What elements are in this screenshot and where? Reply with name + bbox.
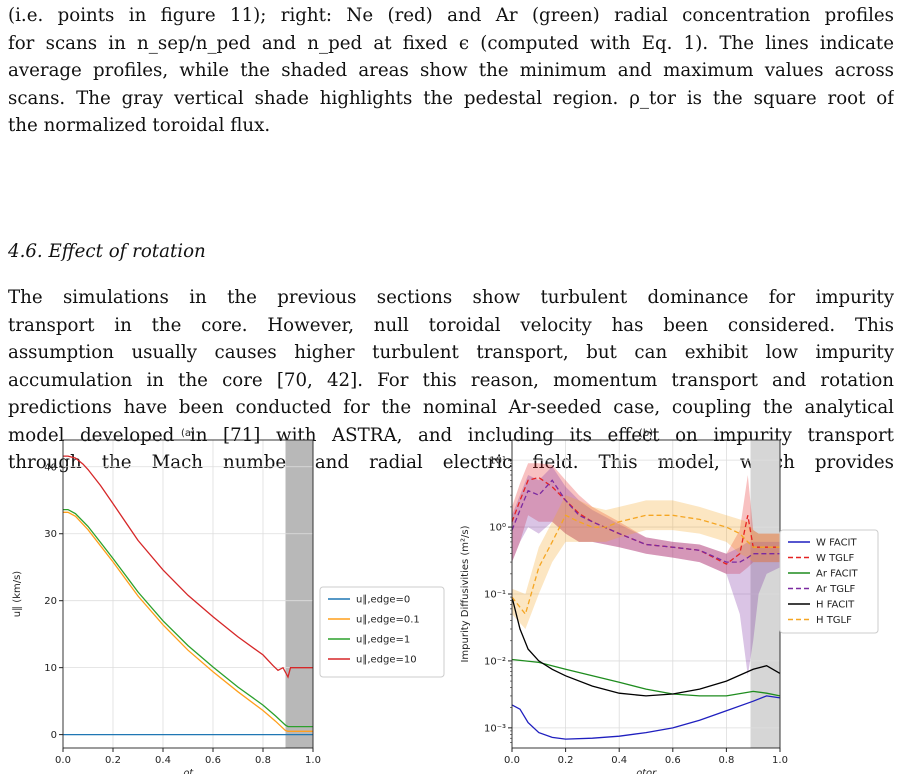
- tick-label-y: 10: [44, 663, 57, 674]
- tick-label-y: 0: [51, 730, 57, 741]
- series-line-1: [63, 511, 313, 732]
- legend-label: W FACIT: [816, 538, 857, 549]
- legend-label: W TGLF: [816, 553, 854, 564]
- chart-title: (a): [181, 428, 195, 439]
- tick-label-x: 0.6: [205, 755, 221, 766]
- chart-b: 0.0 0.2 0.4 0.6 0.8 1.0 10⁻³ 10⁻² 10⁻¹ 10⁰ 10¹ (b) ρ…: [460, 428, 879, 774]
- caption-line-3: average profiles, while the shaded areas…: [8, 60, 894, 81]
- y-axis-label: Impurity Diffusivities (m²/s): [460, 525, 471, 662]
- legend-label: u∥,edge=10: [356, 655, 417, 666]
- chart-title: (b): [639, 428, 653, 439]
- body-line-2: transport in the core. However, null tor…: [8, 314, 894, 336]
- tick-label-y: 30: [44, 529, 57, 540]
- caption-line-5: the normalized toroidal flux.: [8, 115, 271, 136]
- legend-label: H TGLF: [816, 615, 852, 626]
- tick-label-x: 0.0: [504, 755, 520, 766]
- tick-label-y: 10⁰: [489, 523, 506, 534]
- legend-label: H FACIT: [816, 600, 855, 611]
- legend-box: [779, 529, 879, 634]
- series-line-0: [511, 695, 781, 740]
- legend-label: u∥,edge=0.1: [356, 615, 420, 626]
- legend-label: u∥,edge=1: [356, 635, 410, 646]
- tick-label-x: 0.8: [718, 755, 734, 766]
- legend-label: Ar FACIT: [816, 569, 859, 580]
- tick-label-x: 0.6: [665, 755, 681, 766]
- y-axis-label: u∥ (km/s): [12, 571, 23, 618]
- tick-label-x: 1.0: [305, 755, 321, 766]
- body-line-4: accumulation in the core [70, 42]. For t…: [8, 369, 894, 391]
- caption-line-2: for scans in n_sep/n_ped and n_ped at fi…: [8, 32, 894, 54]
- series-line-4: [511, 596, 781, 697]
- tick-label-x: 0.4: [155, 755, 171, 766]
- tick-label-y: 10⁻¹: [484, 590, 506, 601]
- legend-label: u∥,edge=0: [356, 595, 410, 606]
- tick-label-x: 0.2: [558, 755, 574, 766]
- caption-line-1: (i.e. points in figure 11); right: Ne (r…: [8, 5, 894, 26]
- x-axis-label: ρtor: [636, 768, 657, 774]
- tick-label-y: 20: [44, 596, 57, 607]
- figure-caption: (i.e. points in figure 11); right: Ne (r…: [8, 2, 894, 140]
- series-line-3: [63, 455, 313, 679]
- band-w-tglf: [512, 463, 780, 574]
- band-h-tglf: [512, 495, 780, 629]
- chart-a: 0.0 0.2 0.4 0.6 0.8 1.0 0 10 20 30 40 (a) ρt u∥ (km/s…: [12, 428, 445, 774]
- pedestal-shade: [285, 440, 313, 748]
- tick-label-y: 10¹: [489, 456, 506, 467]
- legend-box: [319, 586, 445, 678]
- legend-label: Ar TGLF: [816, 584, 856, 595]
- tick-label-y: 10⁻³: [484, 723, 506, 734]
- body-line-5: predictions have been conducted for the …: [8, 397, 894, 418]
- x-axis-label: ρt: [183, 768, 194, 774]
- section-heading: 4.6. Effect of rotation: [8, 241, 206, 262]
- series-line-2: [511, 658, 781, 697]
- plot-frame: [62, 439, 314, 749]
- tick-label-x: 0.2: [105, 755, 121, 766]
- body-line-3: assumption usually causes higher turbule…: [8, 342, 894, 363]
- band-ar-tglf: [512, 466, 780, 676]
- tick-label-x: 0.8: [255, 755, 271, 766]
- tick-label-x: 1.0: [772, 755, 788, 766]
- tick-label-y: 40: [44, 462, 57, 473]
- tick-label-x: 0.0: [55, 755, 71, 766]
- tick-label-x: 0.4: [611, 755, 627, 766]
- tick-label-y: 10⁻²: [484, 656, 506, 667]
- caption-line-4: scans. The gray vertical shade highlight…: [8, 87, 894, 109]
- series-line-5: [511, 514, 780, 616]
- body-line-1: The simulations in the previous sections…: [8, 287, 894, 308]
- series-line-2: [63, 508, 313, 728]
